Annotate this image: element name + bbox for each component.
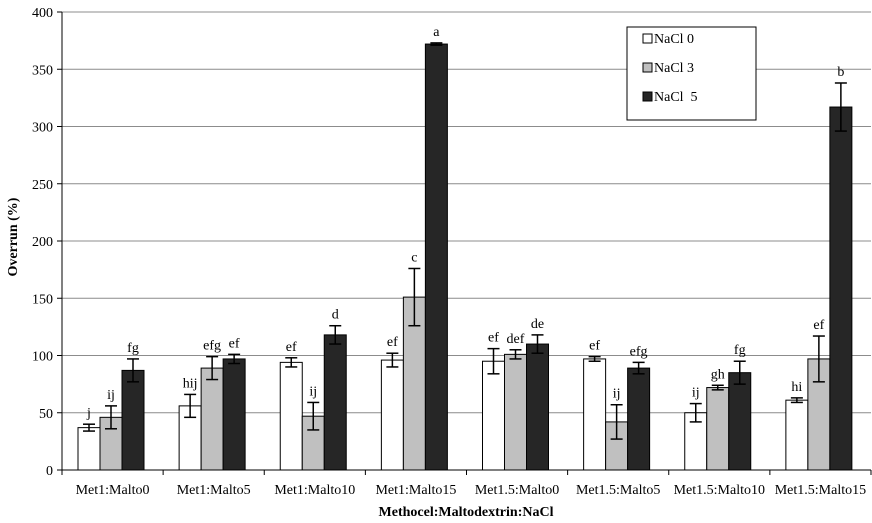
bar [323, 334, 347, 471]
significance-label: gh [711, 367, 725, 382]
x-category-label: Met1.5:Malto5 [576, 483, 660, 498]
significance-label: efg [203, 339, 221, 354]
significance-label: ij [613, 387, 621, 402]
x-category-label: Met1:Malto5 [177, 483, 251, 498]
axes [57, 11, 872, 475]
y-tick-labels: 0 50 100 150 200 250 300 350 400 [32, 6, 53, 479]
significance-label: ij [309, 384, 317, 399]
x-category-labels: Met1:Malto0 Met1:Malto5 Met1:Malto10 Met1:M… [76, 483, 867, 498]
y-tick-label: 150 [32, 292, 53, 307]
significance-label: ef [286, 340, 297, 355]
bar [279, 361, 303, 471]
x-category-label: Met1.5:Malto0 [475, 483, 559, 498]
significance-label: ij [107, 388, 115, 403]
significance-label: hi [791, 380, 802, 395]
bar [380, 359, 404, 471]
bar [482, 360, 505, 471]
significance-label: b [837, 65, 844, 80]
legend-swatch [642, 91, 653, 102]
significance-label: ef [488, 331, 499, 346]
y-axis-label: Overrun (%) [6, 197, 21, 276]
significance-label: j [86, 406, 91, 421]
y-tick-label: 350 [32, 63, 53, 78]
bar [706, 387, 730, 471]
x-category-label: Met1:Malto0 [76, 483, 150, 498]
significance-label: ef [813, 318, 824, 333]
significance-label: c [411, 250, 417, 265]
bar [785, 399, 809, 471]
x-category-label: Met1.5:Malto10 [674, 483, 765, 498]
bar [77, 427, 101, 471]
bar [504, 353, 527, 471]
x-category-label: Met1:Malto15 [375, 483, 456, 498]
legend-swatch [642, 33, 653, 44]
significance-label: fg [734, 343, 746, 358]
y-tick-label: 50 [39, 407, 53, 422]
significance-label: de [531, 317, 544, 332]
significance-label: ij [692, 386, 700, 401]
significance-label: ef [229, 336, 240, 351]
bar [222, 358, 246, 471]
bar [424, 43, 448, 471]
x-category-label: Met1:Malto10 [274, 483, 355, 498]
significance-label: fg [127, 341, 139, 356]
y-tick-label: 100 [32, 350, 53, 365]
y-tick-label: 200 [32, 235, 53, 250]
significance-label: d [332, 308, 339, 323]
y-tick-label: 250 [32, 178, 53, 193]
significance-label: ef [589, 339, 600, 354]
legend-label: NaCl 5 [654, 90, 698, 105]
significance-label: efg [630, 344, 648, 359]
legend-label: NaCl 0 [654, 32, 694, 47]
significance-label: def [507, 332, 525, 347]
bar [829, 106, 853, 471]
error-bars [83, 42, 847, 440]
bar [583, 358, 607, 471]
gridlines [62, 11, 871, 414]
bar [526, 343, 549, 471]
x-category-label: Met1.5:Malto15 [775, 483, 866, 498]
x-axis-label: Methocel:Maltodextrin:NaCl [379, 505, 554, 520]
significance-label: hij [183, 376, 198, 391]
bar [728, 372, 752, 471]
legend: NaCl 0 NaCl 3 NaCl 5 [626, 26, 757, 121]
y-tick-label: 0 [46, 464, 53, 479]
y-tick-label: 300 [32, 121, 53, 136]
bar [121, 369, 145, 471]
significance-label: ef [387, 335, 398, 350]
y-tick-label: 400 [32, 6, 53, 21]
bar [627, 367, 651, 471]
significance-label: a [433, 25, 440, 40]
legend-swatch [642, 62, 653, 73]
legend-label: NaCl 3 [654, 61, 694, 76]
bar [200, 367, 224, 471]
